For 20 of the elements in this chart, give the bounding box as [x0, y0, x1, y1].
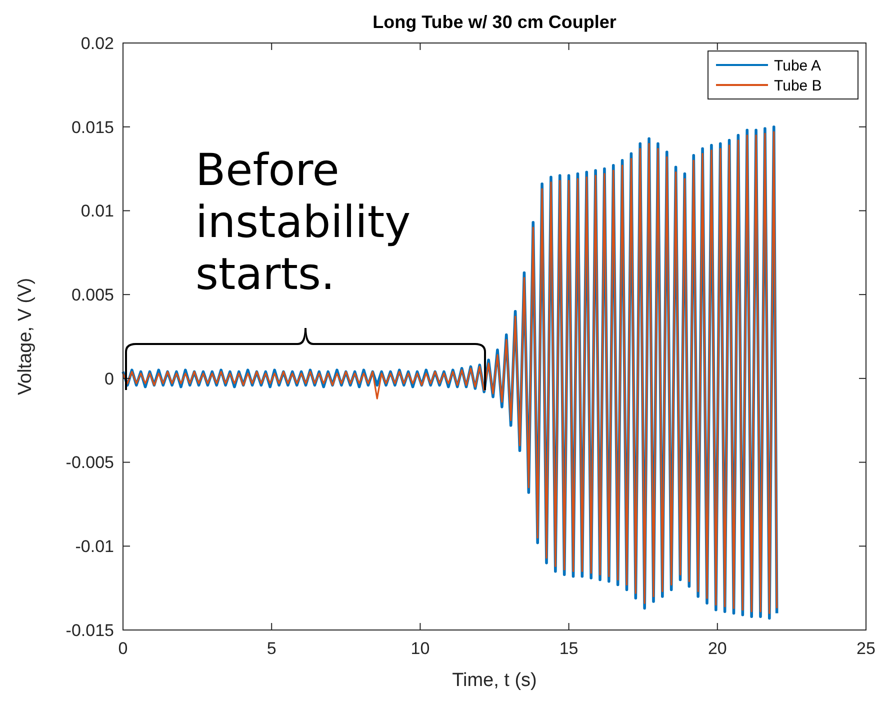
x-tick-label: 20 — [708, 639, 727, 658]
x-axis-title: Time, t (s) — [452, 670, 537, 691]
x-tick-label: 25 — [856, 639, 876, 658]
y-tick-label: -0.015 — [66, 620, 114, 640]
y-tick-label: 0 — [104, 369, 114, 388]
y-tick-label: 0.015 — [71, 118, 114, 137]
y-axis-title: Voltage, V (V) — [15, 278, 36, 396]
legend-label: Tube A — [774, 57, 821, 74]
chart-title: Long Tube w/ 30 cm Coupler — [372, 12, 616, 32]
x-tick-label: 15 — [559, 639, 578, 658]
x-tick-label: 0 — [118, 639, 128, 658]
x-tick-label: 10 — [410, 639, 430, 658]
annotation: Before instability starts. — [196, 145, 411, 300]
x-tick-label: 5 — [266, 639, 276, 658]
y-tick-label: -0.01 — [75, 537, 114, 556]
y-tick-label: 0.01 — [80, 202, 114, 221]
legend-label: Tube B — [774, 77, 822, 94]
y-tick-label: 0.02 — [80, 34, 114, 53]
y-tick-label: -0.005 — [66, 453, 114, 472]
y-tick-label: 0.005 — [71, 286, 114, 305]
